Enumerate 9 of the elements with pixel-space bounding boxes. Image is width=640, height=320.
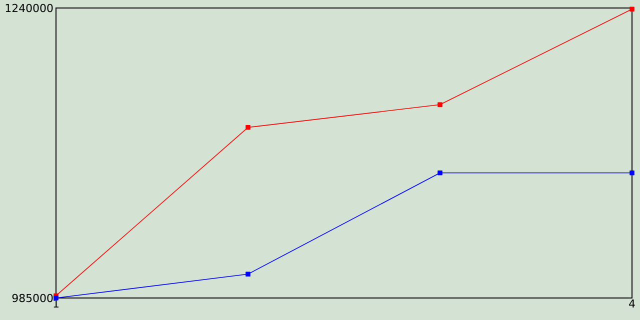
point xyxy=(246,272,250,277)
point xyxy=(630,170,634,176)
point xyxy=(438,102,442,108)
x-tick-label: 4 xyxy=(629,300,635,308)
point xyxy=(630,6,634,12)
point xyxy=(246,125,250,130)
point xyxy=(438,170,442,176)
y-tick-label: 1240000 xyxy=(6,4,53,12)
y-tick-label: 985000 xyxy=(12,294,53,302)
